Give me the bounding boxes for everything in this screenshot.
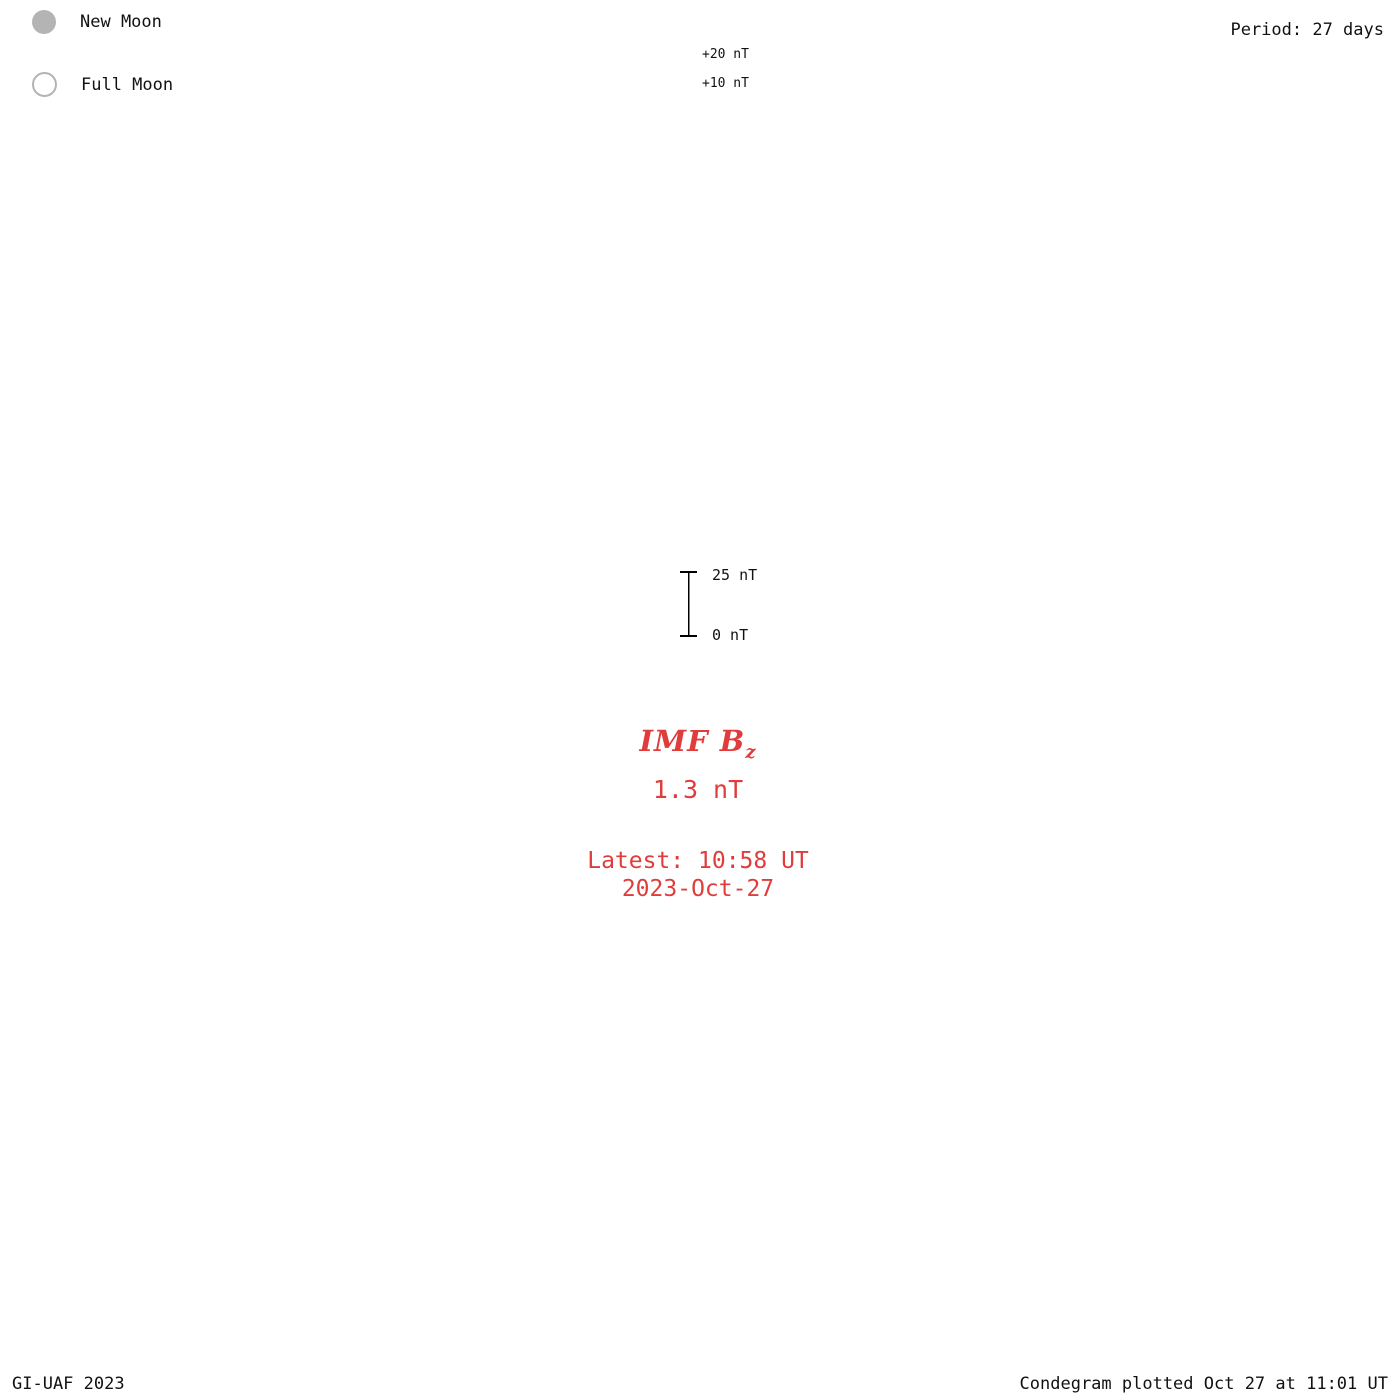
page-root: New Moon Full Moon Period: 27 days +20 n… — [0, 0, 1400, 1400]
condegram-chart — [0, 0, 1400, 1400]
